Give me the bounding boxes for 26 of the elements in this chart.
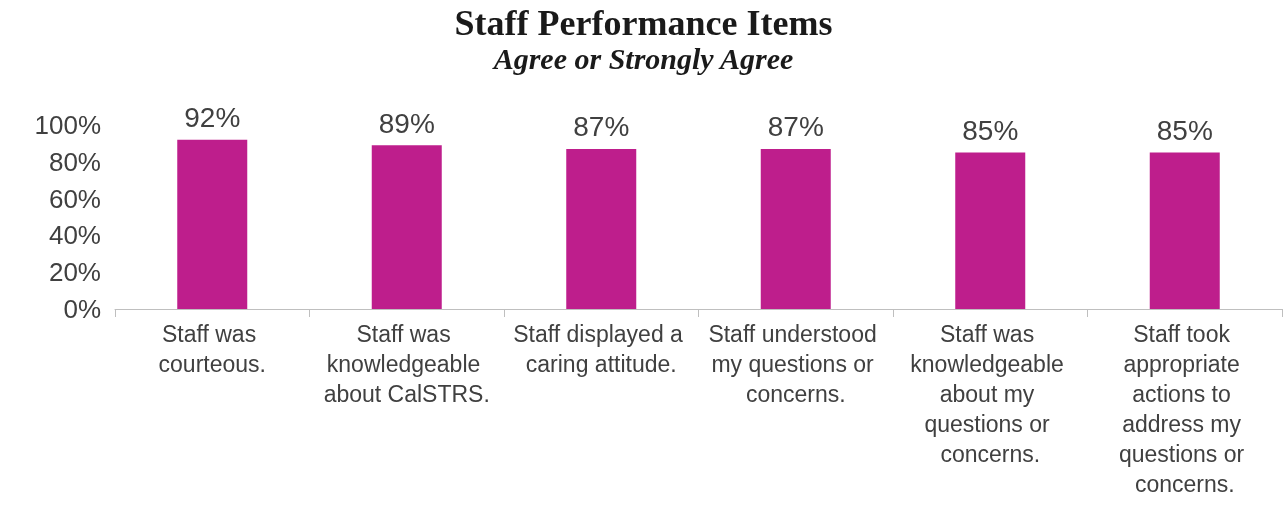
chart-subtitle: Agree or Strongly Agree bbox=[491, 41, 794, 75]
y-tick-label: 0% bbox=[63, 294, 101, 324]
data-label: 85% bbox=[962, 115, 1019, 147]
y-tick-label: 80% bbox=[48, 146, 101, 177]
data-label: 85% bbox=[1156, 115, 1213, 147]
x-tick-label: Staff understood my questions or concerns. bbox=[708, 321, 884, 407]
x-tick-label: Staff was knowledgeable about CalSTRS. bbox=[323, 321, 490, 407]
y-tick-label: 40% bbox=[48, 220, 101, 251]
x-tick-label: Staff displayed a caring attitude. bbox=[513, 321, 690, 377]
y-tick-label: 60% bbox=[48, 183, 101, 214]
y-tick-label: 20% bbox=[48, 257, 101, 288]
y-tick-label: 100% bbox=[34, 110, 101, 140]
bar bbox=[566, 148, 637, 309]
x-tick-label: Staff was courteous. bbox=[158, 321, 266, 377]
data-label: 89% bbox=[378, 107, 435, 139]
bar bbox=[371, 145, 442, 309]
x-tick-label: Staff took appropriate actions to address my questions or concerns. bbox=[1118, 321, 1251, 497]
data-label: 87% bbox=[573, 111, 630, 143]
bar bbox=[760, 148, 831, 309]
bar bbox=[1149, 152, 1220, 309]
bar bbox=[177, 139, 248, 309]
chart-title: Staff Performance Items bbox=[454, 3, 833, 43]
data-label: 87% bbox=[767, 111, 824, 143]
x-tick-label: Staff was knowledgeable about my questions or concerns. bbox=[910, 321, 1071, 467]
data-label: 92% bbox=[184, 102, 241, 134]
bar bbox=[955, 152, 1026, 309]
